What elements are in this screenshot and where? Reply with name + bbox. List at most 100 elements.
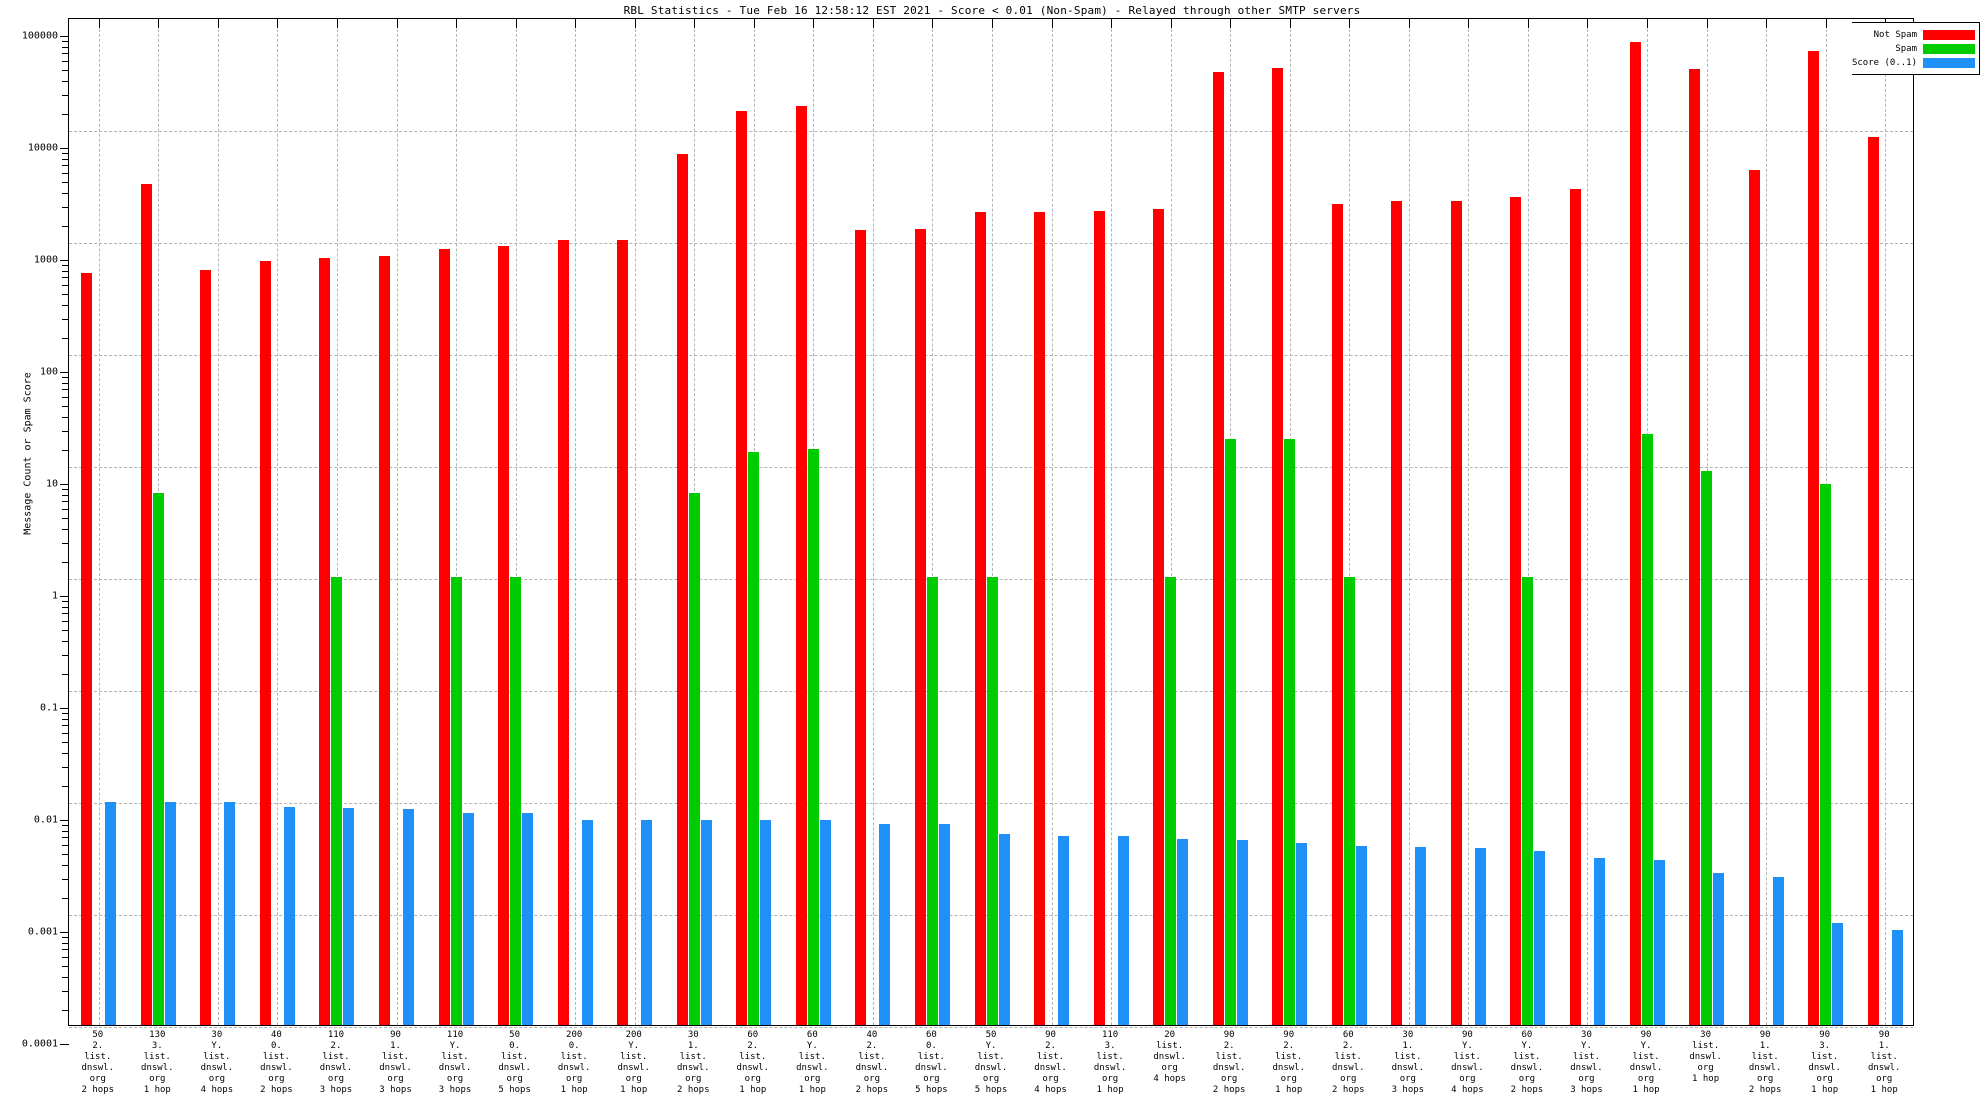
x-tick-mark — [872, 19, 874, 28]
bar-score — [164, 801, 176, 1025]
y-tick-label: 10 — [45, 478, 58, 490]
y-gridline — [69, 355, 1913, 356]
y-tick-minor — [62, 853, 69, 855]
y-tick-minor — [62, 864, 69, 866]
bar-spam — [450, 577, 462, 1025]
bar-not-spam — [200, 270, 212, 1025]
bar-not-spam — [1510, 197, 1522, 1025]
bar-score — [1832, 922, 1844, 1025]
x-gridline — [1170, 19, 1172, 1025]
x-gridline — [98, 19, 100, 1025]
x-tick-label: 30 Y. list. dnswl. org 3 hops — [1570, 1030, 1603, 1095]
bar-score — [938, 824, 950, 1025]
bar-spam — [748, 452, 760, 1025]
bar-score — [1534, 850, 1546, 1025]
y-tick-label: 100 — [39, 366, 58, 378]
x-gridline — [1468, 19, 1470, 1025]
legend-swatch-not-spam — [1923, 29, 1975, 40]
bar-score — [700, 819, 712, 1025]
legend-item-score: Score (0..1) — [1852, 56, 1975, 69]
y-tick-label: 0.01 — [33, 814, 58, 826]
y-tick-minor — [62, 766, 69, 768]
bar-score — [1117, 835, 1129, 1025]
y-tick-major — [60, 596, 69, 597]
x-tick-label: 110 2. list. dnswl. org 3 hops — [319, 1030, 353, 1095]
x-tick-label: 90 1. list. dnswl. org 3 hops — [379, 1030, 412, 1095]
x-tick-label: 90 1. list. dnswl. org 2 hops — [1748, 1030, 1782, 1095]
bar-score — [819, 820, 831, 1025]
x-gridline — [396, 19, 398, 1025]
x-tick-label: 90 Y. list. dnswl. org 1 hop — [1629, 1030, 1663, 1095]
bar-score — [1772, 876, 1784, 1025]
x-tick-label: 90 2. list. dnswl. org 4 hops — [1034, 1030, 1067, 1095]
bar-score — [403, 809, 415, 1025]
bar-spam — [510, 577, 522, 1025]
bar-not-spam — [259, 261, 271, 1025]
x-gridline — [1885, 19, 1887, 1025]
y-tick-minor — [62, 898, 69, 900]
y-tick-major — [60, 708, 69, 709]
y-tick-minor — [62, 377, 69, 379]
y-tick-minor — [62, 338, 69, 340]
x-tick-mark — [336, 19, 338, 28]
x-gridline — [1527, 19, 1529, 1025]
x-tick-mark — [515, 19, 517, 28]
chart-title: RBL Statistics - Tue Feb 16 12:58:12 EST… — [623, 4, 1361, 17]
y-tick-minor — [62, 844, 69, 846]
y-tick-minor — [62, 430, 69, 432]
bar-not-spam — [1153, 208, 1165, 1025]
y-tick-minor — [62, 654, 69, 656]
bar-not-spam — [676, 153, 688, 1025]
bar-not-spam — [1272, 68, 1284, 1025]
y-tick-minor — [62, 94, 69, 96]
y-tick-minor — [62, 1010, 69, 1012]
x-tick-label: 40 0. list. dnswl. org 2 hops — [260, 1030, 293, 1095]
legend-swatch-spam — [1923, 43, 1975, 54]
y-tick-minor — [62, 46, 69, 48]
y-tick-minor — [62, 562, 69, 564]
bar-not-spam — [438, 249, 450, 1025]
bar-score — [343, 808, 355, 1025]
y-tick-major — [60, 484, 69, 485]
x-tick-label: 90 1. list. dnswl. org 1 hop — [1867, 1030, 1901, 1095]
y-tick-minor — [62, 937, 69, 939]
y-tick-minor — [62, 270, 69, 272]
y-tick-minor — [62, 620, 69, 622]
y-gridline — [69, 467, 1913, 468]
y-tick-major — [60, 372, 69, 373]
x-tick-mark — [158, 19, 160, 28]
y-tick-label: 1000 — [33, 254, 58, 266]
y-tick-minor — [62, 542, 69, 544]
bar-not-spam — [557, 240, 569, 1025]
y-gridline — [69, 131, 1913, 132]
bar-score — [522, 813, 534, 1025]
y-tick-minor — [62, 629, 69, 631]
y-tick-minor — [62, 741, 69, 743]
bar-score — [1058, 835, 1070, 1025]
x-gridline — [1408, 19, 1410, 1025]
chart-legend: Not Spam Spam Score (0..1) — [1851, 22, 1980, 75]
x-tick-mark — [932, 19, 934, 28]
y-tick-minor — [62, 718, 69, 720]
bar-score — [462, 813, 474, 1025]
bar-score — [1177, 838, 1189, 1025]
y-tick-minor — [62, 976, 69, 978]
y-axis: Message Count or Spam Score 100000 10000 1… — [0, 18, 69, 1050]
bar-spam — [1284, 439, 1296, 1025]
y-tick-minor — [62, 825, 69, 827]
x-tick-label: 90 2. list. dnswl. org 1 hop — [1272, 1030, 1305, 1095]
x-tick-mark — [1349, 19, 1351, 28]
bar-not-spam — [1629, 41, 1641, 1025]
x-tick-mark — [456, 19, 458, 28]
x-tick-label: 60 Y. list. dnswl. org 2 hops — [1510, 1030, 1544, 1095]
y-tick-minor — [62, 69, 69, 71]
y-tick-minor — [62, 528, 69, 530]
x-tick-mark — [396, 19, 398, 28]
y-tick-minor — [62, 489, 69, 491]
y-tick-minor — [62, 389, 69, 391]
y-tick-minor — [62, 382, 69, 384]
x-gridline — [1349, 19, 1351, 1025]
bar-spam — [1224, 439, 1236, 1025]
bar-spam — [1343, 577, 1355, 1025]
y-tick-minor — [62, 41, 69, 43]
